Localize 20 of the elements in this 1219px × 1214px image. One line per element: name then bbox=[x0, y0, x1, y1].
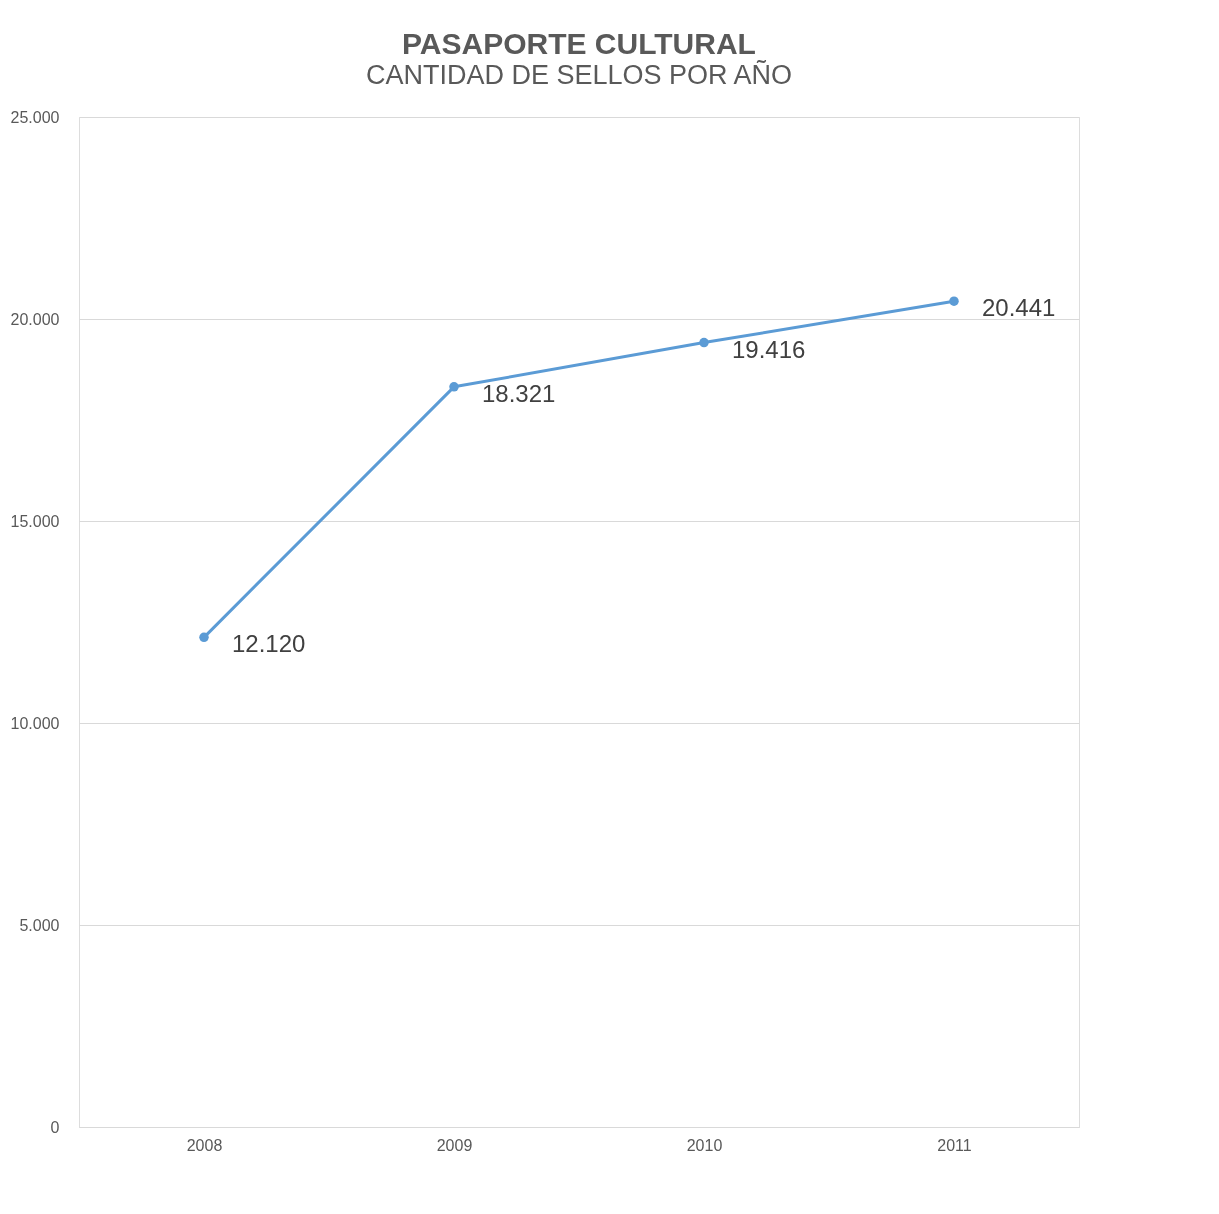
chart-title: PASAPORTE CULTURAL bbox=[402, 27, 756, 60]
y-tick-label: 10.000 bbox=[10, 714, 60, 732]
y-tick-label: 5.000 bbox=[19, 916, 60, 934]
chart-subtitle: CANTIDAD DE SELLOS POR AÑO bbox=[365, 59, 793, 90]
y-tick-label: 0 bbox=[50, 1118, 60, 1136]
x-tick-label: 2009 bbox=[436, 1136, 473, 1154]
point bbox=[949, 296, 959, 306]
data-label: 20.441 bbox=[982, 294, 1056, 322]
x-tick-label: 2008 bbox=[186, 1136, 223, 1154]
y-tick-label: 25.000 bbox=[10, 108, 60, 126]
x-tick-label: 2010 bbox=[686, 1136, 723, 1154]
x-tick-label: 2011 bbox=[937, 1136, 972, 1154]
point bbox=[699, 337, 709, 348]
point bbox=[449, 382, 459, 392]
point bbox=[199, 632, 209, 643]
data-label: 19.416 bbox=[732, 335, 806, 363]
y-tick-label: 15.000 bbox=[10, 512, 60, 530]
y-tick-label: 20.000 bbox=[10, 310, 60, 328]
data-label: 12.120 bbox=[232, 630, 306, 658]
data-label: 18.321 bbox=[482, 379, 556, 407]
